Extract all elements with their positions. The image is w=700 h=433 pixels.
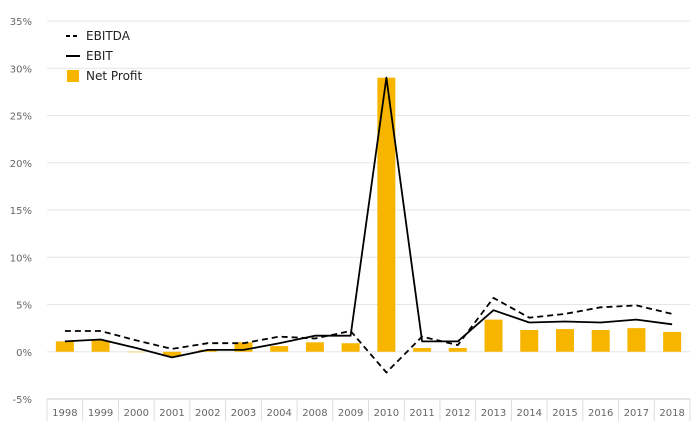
- line-ebitda: [64, 296, 673, 374]
- bar-net-profit: [555, 329, 574, 352]
- y-tick-label: 5%: [16, 301, 32, 312]
- y-tick-label: 25%: [10, 112, 32, 123]
- bar-net-profit: [91, 340, 110, 352]
- legend-net-profit-label: Net Profit: [86, 69, 142, 83]
- y-tick-label: 0%: [16, 348, 32, 359]
- x-tick-label: 2018: [659, 408, 684, 419]
- y-tick-label: 10%: [10, 253, 32, 264]
- x-tick-label: 2011: [409, 408, 434, 419]
- x-tick-label: 2013: [481, 408, 506, 419]
- x-tick-label: 2014: [517, 408, 542, 419]
- bar-net-profit: [55, 341, 74, 352]
- bar-net-profit: [520, 330, 539, 352]
- y-tick-label: 35%: [10, 17, 32, 28]
- bar-net-profit: [484, 319, 503, 352]
- y-tick-label: 15%: [10, 206, 32, 217]
- bar-net-profit: [341, 343, 360, 352]
- y-tick-label: 30%: [10, 64, 32, 75]
- x-tick-label: 2003: [231, 408, 256, 419]
- x-tick-label: 2009: [338, 408, 363, 419]
- bar-net-profit: [413, 347, 432, 352]
- legend-ebit-label: EBIT: [86, 49, 113, 63]
- x-tick-label: 1998: [52, 408, 77, 419]
- y-tick-label: 20%: [10, 159, 32, 170]
- bar-net-profit: [663, 331, 682, 352]
- bar-net-profit: [627, 328, 646, 352]
- bar-net-profit: [127, 351, 146, 353]
- bar-net-profit: [305, 342, 324, 352]
- legend-net-profit-swatch: [67, 70, 79, 82]
- x-tick-label: 2001: [159, 408, 184, 419]
- x-tick-label: 2008: [302, 408, 327, 419]
- bar-net-profit: [270, 346, 289, 352]
- bar-net-profit: [448, 347, 467, 352]
- line-ebit: [64, 76, 673, 359]
- x-tick-label: 2004: [266, 408, 291, 419]
- bar-net-profit: [377, 77, 396, 352]
- x-tick-label: 2016: [588, 408, 613, 419]
- x-axis: 1998 1999 2000 2001 2002 2003 2004 2008 2009 2010…: [46, 398, 691, 421]
- x-tick-label: 2010: [374, 408, 399, 419]
- bar-net-profit: [234, 342, 253, 352]
- y-axis: -5% 0% 5% 10% 15% 20% 25% 30% 35%: [10, 17, 32, 406]
- x-tick-label: 2002: [195, 408, 220, 419]
- x-tick-label: 2012: [445, 408, 470, 419]
- x-tick-label: 2015: [552, 408, 577, 419]
- bar-net-profit: [591, 330, 610, 352]
- legend-ebitda-label: EBITDA: [86, 29, 131, 43]
- legend: EBITDA EBIT Net Profit: [66, 29, 142, 83]
- y-tick-label: -5%: [13, 395, 32, 406]
- net-profit-bars: [55, 77, 682, 357]
- x-tick-label: 2000: [124, 408, 149, 419]
- bar-net-profit: [163, 351, 182, 357]
- x-tick-label: 2017: [624, 408, 649, 419]
- x-tick-label: 1999: [88, 408, 113, 419]
- series-lines: [64, 76, 673, 374]
